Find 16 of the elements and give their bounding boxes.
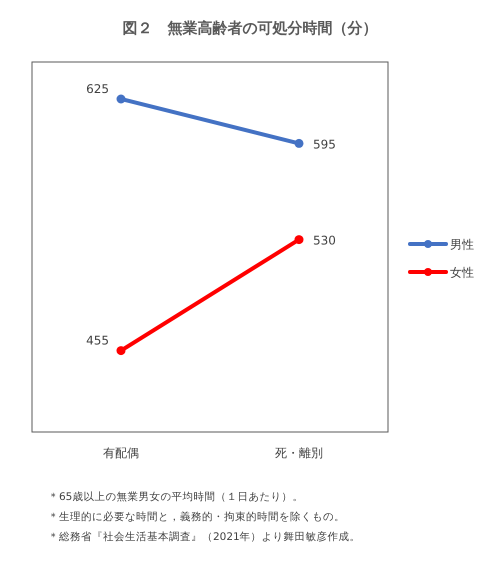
point xyxy=(294,235,304,244)
legend-label: 女性 xyxy=(450,266,474,280)
point xyxy=(294,138,304,148)
data-label: 595 xyxy=(313,137,336,152)
point xyxy=(116,346,126,356)
text: ＊65歳以上の無業男女の平均時間（１日あたり）。 xyxy=(48,490,304,503)
text: ＊生理的に必要な時間と，義務的・拘束的時間を除くもの。 xyxy=(48,510,345,523)
data-label: 530 xyxy=(313,234,336,248)
legend-label: 男性 xyxy=(450,238,474,252)
x-tick-label: 有配偶 xyxy=(103,446,139,460)
chart-title: 図２ 無業高齢者の可処分時間（分） xyxy=(122,19,378,37)
data-label: 625 xyxy=(86,82,109,96)
x-tick-label: 死・離別 xyxy=(275,446,323,460)
point xyxy=(116,94,126,104)
data-label: 455 xyxy=(86,334,109,348)
text: ＊総務省『社会生活基本調査』（2021年）より舞田敏彦作成。 xyxy=(48,530,361,543)
